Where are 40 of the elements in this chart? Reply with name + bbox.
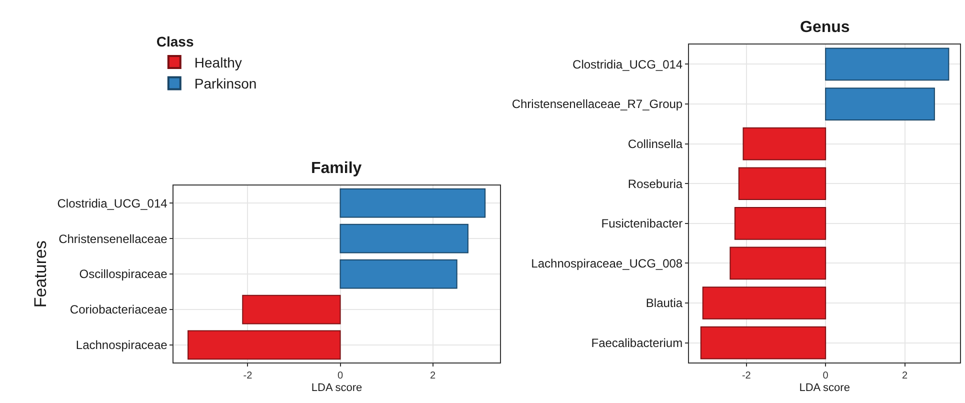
- y-tick-label: Christensenellaceae: [58, 232, 168, 246]
- bar: [730, 246, 826, 280]
- y-tick-label: Oscillospiraceae: [79, 267, 168, 282]
- y-tick-label: Christensenellaceae_R7_Group: [512, 97, 683, 112]
- bar: [742, 127, 826, 160]
- y-axis-title: Features: [30, 240, 50, 308]
- bar: [340, 188, 486, 218]
- y-tick-label: Collinsella: [628, 137, 683, 152]
- chart-title: Family: [311, 160, 362, 177]
- x-tick-label: -2: [742, 370, 752, 382]
- legend-title: Class: [156, 33, 194, 50]
- bar: [738, 167, 826, 200]
- chart-title: Genus: [800, 19, 850, 36]
- y-tick-label: Faecalibacterium: [591, 336, 683, 350]
- bar: [825, 48, 950, 81]
- y-tick-label: Fusictenibacter: [601, 216, 683, 231]
- x-tick-label: 0: [822, 370, 829, 382]
- legend-label: Healthy: [194, 54, 242, 70]
- y-tick-label: Lachnospiraceae_UCG_008: [531, 256, 683, 270]
- bar: [825, 88, 935, 120]
- y-tick-label: Clostridia_UCG_014: [572, 57, 683, 72]
- x-tick-label: 2: [902, 370, 908, 382]
- x-tick-label: 0: [337, 370, 344, 382]
- bar: [340, 259, 458, 289]
- bar: [700, 326, 826, 360]
- bar: [188, 330, 341, 360]
- bar: [702, 286, 826, 320]
- y-tick-label: Coriobacteriaceae: [70, 302, 168, 317]
- x-tick-label: -2: [243, 370, 253, 382]
- y-tick-label: Lachnospiraceae: [76, 338, 168, 352]
- y-tick-label: Roseburia: [628, 176, 683, 191]
- x-axis-title: LDA score: [799, 382, 850, 394]
- x-axis-title: LDA score: [311, 382, 362, 394]
- bar: [242, 294, 341, 324]
- bar: [734, 206, 826, 240]
- y-tick-label: Clostridia_UCG_014: [57, 196, 168, 210]
- y-tick-label: Blautia: [646, 296, 683, 310]
- legend-label: Parkinson: [194, 76, 257, 92]
- x-tick-label: 2: [430, 370, 436, 382]
- bar: [340, 224, 468, 254]
